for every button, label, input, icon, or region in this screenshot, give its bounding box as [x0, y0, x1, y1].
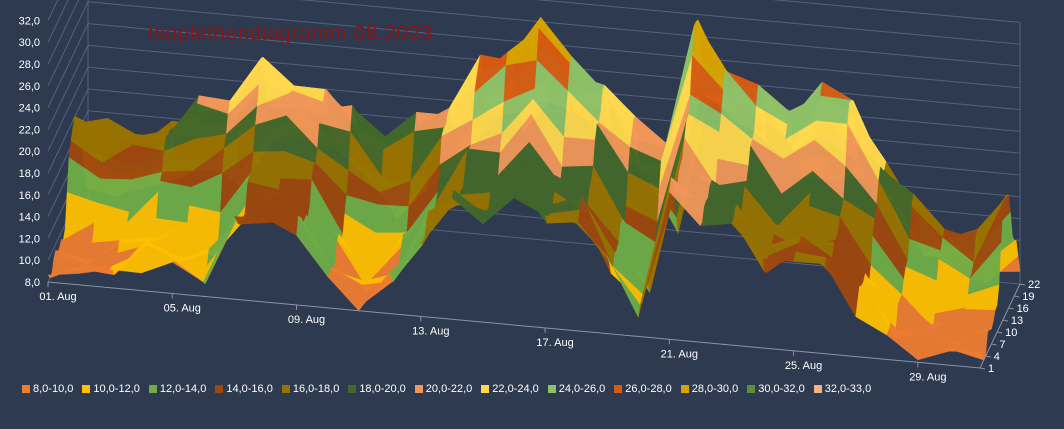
y-tick-label: 19 [1022, 291, 1034, 303]
legend-swatch [813, 385, 822, 393]
surface-cell [505, 27, 539, 66]
z-tick-label: 18,0 [19, 168, 40, 180]
legend-label: 26,0-28,0 [625, 383, 672, 395]
x-tick-label: 21. Aug [661, 348, 698, 360]
z-tick-label: 24,0 [19, 103, 40, 115]
legend-item: 14,0-16,0 [215, 383, 273, 395]
x-tick-label: 25. Aug [785, 360, 822, 372]
legend-item: 32,0-33,0 [813, 383, 872, 395]
legend-swatch [414, 385, 423, 393]
surface-cell [265, 216, 299, 236]
x-axis-labels: 01. Aug 05. Aug 09. Aug 13. Aug 17. Aug 21. A… [39, 282, 947, 383]
legend-item: 8,0-10,0 [22, 383, 73, 395]
z-tick-label: 12,0 [19, 233, 40, 245]
z-tick-label: 30,0 [19, 37, 40, 49]
legend-label: 22,0-24,0 [492, 383, 539, 395]
z-tick-label: 22,0 [19, 124, 40, 136]
legend-item: 22,0-24,0 [481, 383, 539, 395]
x-tick-label: 05. Aug [164, 302, 201, 314]
x-tick-label: 01. Aug [39, 291, 76, 303]
legend-label: 12,0-14,0 [159, 383, 207, 395]
legend-label: 8,0-10,0 [33, 383, 74, 395]
legend-swatch [148, 385, 157, 393]
legend-item: 12,0-14,0 [148, 383, 207, 395]
legend-label: 16,0-18,0 [292, 383, 340, 395]
y-tick-mark [1002, 319, 1008, 322]
z-tick-label: 32,0 [19, 15, 40, 27]
z-tick-label: 8,0 [25, 277, 40, 289]
y-tick-mark [1008, 307, 1014, 310]
legend-item: 20,0-22,0 [414, 383, 473, 395]
surface-cell [251, 151, 285, 172]
legend-swatch [481, 385, 490, 393]
legend-swatch [22, 385, 30, 393]
legend-swatch [747, 385, 756, 393]
legend-swatch [281, 385, 290, 393]
legend-swatch [680, 385, 689, 393]
y-tick-mark [997, 331, 1003, 334]
y-tick-label: 7 [999, 339, 1005, 351]
legend-item: 24,0-26,0 [547, 383, 606, 395]
z-tick-label: 16,0 [19, 190, 40, 202]
y-tick-mark [1019, 283, 1026, 286]
legend-label: 30,0-32,0 [758, 383, 805, 395]
x-tick-label: 13. Aug [412, 325, 449, 337]
y-tick-label: 1 [988, 363, 994, 375]
y-tick-mark [985, 355, 991, 358]
z-tick-label: 26,0 [19, 81, 40, 93]
z-tick-label: 28,0 [19, 59, 40, 71]
z-tick-label: 10,0 [19, 255, 40, 267]
legend-item: 30,0-32,0 [747, 383, 805, 395]
legend-item: 26,0-28,0 [614, 383, 672, 395]
legend-swatch [614, 385, 623, 393]
y-tick-label: 4 [994, 351, 1000, 363]
legend-label: 10,0-12,0 [93, 383, 140, 395]
surface-cell [702, 206, 736, 223]
y-tick-label: 22 [1028, 279, 1040, 291]
legend-item: 10,0-12,0 [82, 383, 140, 395]
legend-swatch [82, 385, 91, 393]
x-tick-label: 17. Aug [536, 337, 573, 349]
z-tick-label: 20,0 [19, 146, 40, 158]
legend-swatch [547, 385, 556, 393]
legend: 8,0-10,0 10,0-12,0 12,0-14,0 14,0-16,0 16,0-… [22, 383, 1062, 395]
z-tick-label: 14,0 [19, 212, 40, 224]
y-tick-label: 16 [1017, 303, 1029, 315]
legend-label: 32,0-33,0 [824, 383, 872, 395]
legend-label: 24,0-26,0 [558, 383, 606, 395]
surface-cell [561, 137, 596, 168]
legend-swatch [215, 385, 224, 393]
surface-plot [47, 16, 1021, 361]
y-tick-label: 13 [1011, 315, 1023, 327]
y-tick-mark [979, 367, 986, 370]
surface-cell [962, 309, 996, 322]
legend-label: 18,0-20,0 [359, 383, 406, 395]
y-tick-mark [991, 343, 997, 346]
legend-label: 28,0-30,0 [691, 383, 739, 395]
surface-cell [948, 349, 983, 355]
legend-item: 16,0-18,0 [281, 383, 340, 395]
chart-title: Isoplethendiagramm 08.2023 [148, 22, 433, 45]
x-tick-label: 29. Aug [909, 371, 946, 383]
legend-label: 20,0-22,0 [425, 383, 473, 395]
surface-cell [375, 204, 409, 234]
z-axis-labels: 8,0 10,0 12,0 14,0 16,0 18,0 20,0 22,0 24,0 26,0 2… [19, 15, 40, 289]
y-tick-label: 10 [1005, 327, 1017, 339]
legend-item: 28,0-30,0 [680, 383, 739, 395]
legend-swatch [348, 385, 357, 393]
legend-item: 18,0-20,0 [348, 383, 406, 395]
x-tick-label: 09. Aug [288, 314, 325, 326]
y-tick-mark [1014, 295, 1020, 298]
legend-label: 14,0-16,0 [226, 383, 273, 395]
